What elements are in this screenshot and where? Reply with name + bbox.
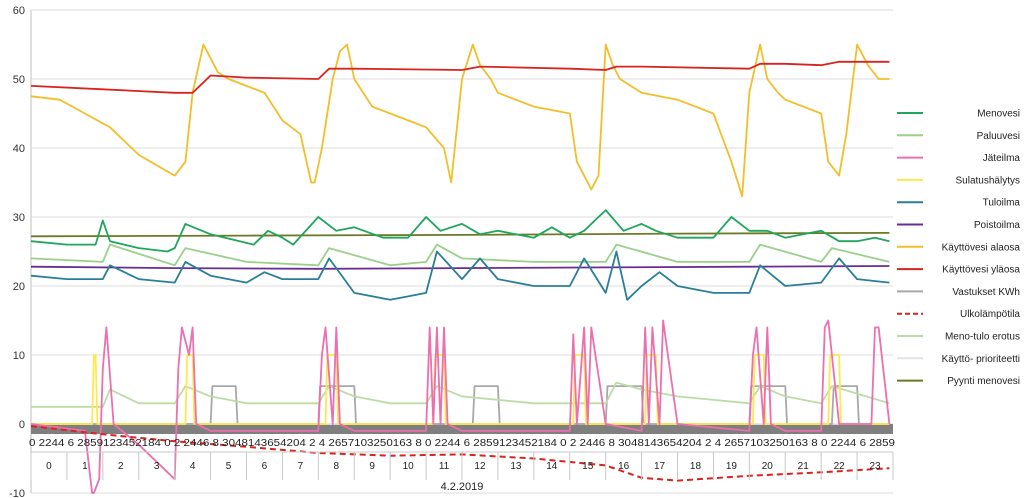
hour-labels: 0 1 2 3 4 5 6 7 8 9 10 11 12 13 14 15 16 17 18 19 20 21 22 23 (30, 451, 894, 480)
series-line-paluuvesi (30, 243, 890, 267)
y-tick-label: 60 (13, 5, 25, 17)
hour-label: 22 (834, 461, 846, 472)
hour-label: 19 (726, 461, 738, 472)
hour-label: 10 (403, 461, 415, 472)
y-tick-label: 50 (13, 74, 25, 86)
hour-label: 3 (154, 461, 160, 472)
series-line-pyynti-menovesi (30, 231, 890, 238)
legend-label-tuloilma: Tuloilma (983, 198, 1021, 209)
hour-label: 23 (869, 461, 881, 472)
hour-label: 20 (762, 461, 774, 472)
hour-label: 12 (474, 461, 486, 472)
legend: Menovesi Paluuvesi Jäteilma Sulatushälytys T… (897, 109, 1021, 387)
hour-label: 7 (298, 461, 304, 472)
hour-label: 8 (334, 461, 340, 472)
legend-label-paluuvesi: Paluuvesi (977, 131, 1020, 142)
legend-label-k-ytt-vesi-yl-osa: Käyttövesi yläosa (942, 265, 1020, 276)
x-axis-band (31, 424, 893, 434)
series-layer (30, 43, 891, 494)
hour-label: 5 (226, 461, 232, 472)
hour-label: 0 (46, 461, 52, 472)
hour-label: 15 (582, 461, 594, 472)
y-tick-label: -10 (9, 488, 25, 498)
hour-label: 11 (439, 461, 450, 472)
hour-label: 14 (546, 461, 558, 472)
hour-label: 4 (190, 461, 196, 472)
hour-label: 17 (654, 461, 666, 472)
date-label: 4.2.2019 (441, 481, 484, 493)
hour-label: 16 (618, 461, 630, 472)
legend-label-meno-tulo-erotus: Meno-tulo erotus (945, 332, 1020, 343)
series-line-k-ytt-vesi-yl-osa (30, 60, 890, 94)
series-line-meno-tulo-erotus (31, 381, 890, 408)
legend-label-k-ytt-vesi-alaosa: Käyttövesi alaosa (942, 242, 1021, 253)
y-tick-label: 20 (13, 281, 25, 293)
minute-label-row: 0 2244 6 2859123452184 0 2 2446 8 304814… (29, 438, 895, 449)
legend-label-menovesi: Menovesi (977, 109, 1020, 120)
y-tick-label: 30 (13, 212, 25, 224)
y-tick-label: 10 (13, 350, 25, 362)
legend-label-vastukset-kwh: Vastukset KWh (952, 287, 1020, 298)
series-line-menovesi (30, 209, 890, 253)
series-line-tuloilma (30, 250, 890, 301)
series-line-poistoilma (30, 265, 890, 270)
legend-label-pyynti-menovesi: Pyynti menovesi (947, 376, 1020, 387)
x-axis-band-rect (31, 424, 893, 434)
legend-label-sulatush-lytys: Sulatushälytys (956, 175, 1020, 186)
series-line-j-teilma (30, 319, 891, 494)
y-tick-label: 40 (13, 143, 25, 155)
hour-label: 13 (510, 461, 522, 472)
legend-label-k-ytt-prioriteetti: Käyttö- prioriteetti (942, 354, 1020, 365)
hour-label: 1 (82, 461, 88, 472)
hour-label: 18 (690, 461, 702, 472)
hour-label: 6 (262, 461, 268, 472)
legend-label-j-teilma: Jäteilma (983, 153, 1021, 164)
legend-label-poistoilma: Poistoilma (974, 220, 1021, 231)
y-axis-ticks: -10 0 10 20 30 40 50 60 (9, 5, 25, 498)
y-tick-label: 0 (19, 419, 25, 431)
hour-label: 21 (798, 461, 810, 472)
series-line-ulkol-mp-tila (30, 425, 890, 482)
legend-label-ulkol-mp-tila: Ulkolämpötila (960, 309, 1020, 320)
series-line-k-ytt-vesi-alaosa (30, 43, 890, 198)
hour-label: 2 (118, 461, 124, 472)
hour-label: 9 (369, 461, 375, 472)
